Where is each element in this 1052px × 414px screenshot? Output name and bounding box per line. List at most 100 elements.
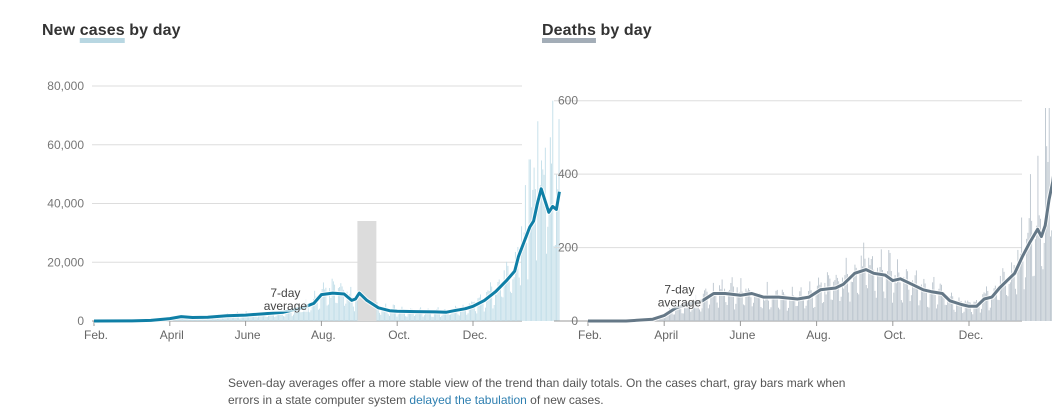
daily-bar <box>461 308 463 321</box>
daily-bar <box>741 291 743 321</box>
daily-bar <box>853 272 855 321</box>
daily-bar <box>1026 238 1028 321</box>
daily-bar <box>481 300 483 321</box>
daily-bar <box>869 265 871 321</box>
daily-bar <box>329 288 331 321</box>
daily-bar <box>322 282 324 321</box>
daily-bar <box>752 302 754 321</box>
daily-bar <box>178 318 180 321</box>
daily-bar <box>785 295 787 321</box>
daily-bar <box>240 317 242 321</box>
daily-bar <box>312 298 314 321</box>
daily-bar <box>935 308 937 321</box>
daily-bar <box>283 316 284 321</box>
daily-bar <box>324 289 326 321</box>
daily-bar <box>867 288 868 321</box>
daily-bar <box>696 300 698 321</box>
footnote-text-1: Seven-day averages offer a more stable v… <box>228 376 846 407</box>
daily-bar <box>1036 225 1038 321</box>
daily-bar <box>422 316 424 321</box>
daily-bar <box>786 310 788 321</box>
daily-bar <box>446 311 448 321</box>
daily-bar <box>930 292 932 321</box>
daily-bar <box>1033 275 1035 321</box>
daily-bar <box>877 267 878 321</box>
delayed-tabulation-link[interactable]: delayed the tabulation <box>409 393 527 407</box>
daily-bar <box>705 288 707 321</box>
daily-bar <box>295 310 297 321</box>
daily-bar <box>988 310 990 321</box>
daily-bar <box>553 246 555 321</box>
daily-bar <box>949 296 951 321</box>
daily-bar <box>534 189 536 321</box>
daily-bar <box>690 311 692 321</box>
daily-bar <box>421 311 423 321</box>
daily-bar <box>779 309 781 321</box>
daily-bar <box>793 295 794 321</box>
daily-bar <box>1008 284 1010 321</box>
daily-bar <box>428 309 430 321</box>
daily-bar <box>448 314 450 321</box>
daily-bar <box>263 313 264 321</box>
daily-bar <box>442 310 444 321</box>
daily-bar <box>680 303 682 321</box>
daily-bar <box>506 261 508 321</box>
daily-bar <box>755 295 757 321</box>
daily-bar <box>948 300 950 321</box>
daily-bar <box>521 226 523 321</box>
daily-bar <box>885 277 887 321</box>
daily-bar <box>829 278 831 321</box>
daily-bar <box>188 319 190 321</box>
daily-bar <box>412 313 414 321</box>
daily-bar <box>431 316 433 321</box>
daily-bar <box>820 282 822 321</box>
daily-bar <box>954 311 956 321</box>
daily-bar <box>538 206 540 321</box>
daily-bar <box>982 294 984 321</box>
daily-bar <box>413 316 415 321</box>
daily-bar <box>859 269 861 321</box>
daily-bar <box>447 310 449 321</box>
daily-bar <box>972 314 974 321</box>
daily-bar <box>527 279 529 321</box>
daily-bar <box>342 289 344 321</box>
daily-bar <box>727 291 729 321</box>
daily-bar <box>300 312 302 321</box>
daily-bar <box>552 100 554 321</box>
daily-bar <box>335 302 337 321</box>
daily-bar <box>868 257 870 321</box>
daily-bar <box>366 298 368 321</box>
daily-bar <box>468 303 470 321</box>
daily-bar <box>828 275 830 321</box>
daily-bar <box>1050 236 1051 321</box>
daily-bar <box>745 288 747 321</box>
daily-bar <box>493 304 495 321</box>
daily-bar <box>483 311 485 321</box>
daily-bar <box>430 311 432 321</box>
daily-bar <box>477 298 479 321</box>
daily-bar <box>791 286 793 321</box>
daily-bar <box>848 292 850 321</box>
daily-bar <box>685 299 687 321</box>
daily-bar <box>765 295 767 321</box>
daily-bar <box>406 316 408 321</box>
daily-bar <box>830 299 832 321</box>
daily-bar <box>286 308 288 321</box>
daily-bar <box>307 306 309 321</box>
daily-bar <box>397 314 399 321</box>
daily-bar <box>671 306 673 321</box>
daily-bar <box>938 288 940 321</box>
daily-bar <box>1037 155 1039 321</box>
daily-bar <box>760 306 762 321</box>
daily-bar <box>339 287 341 321</box>
daily-bar <box>910 295 912 321</box>
daily-bar <box>456 307 458 321</box>
deaths-title-highlight: Deaths <box>542 22 596 39</box>
daily-bar <box>316 298 318 321</box>
daily-bar <box>1018 264 1020 321</box>
daily-bar <box>992 299 994 321</box>
daily-bar <box>281 309 283 321</box>
daily-bar <box>788 307 789 321</box>
daily-bar <box>758 294 759 321</box>
daily-bar <box>367 290 369 321</box>
